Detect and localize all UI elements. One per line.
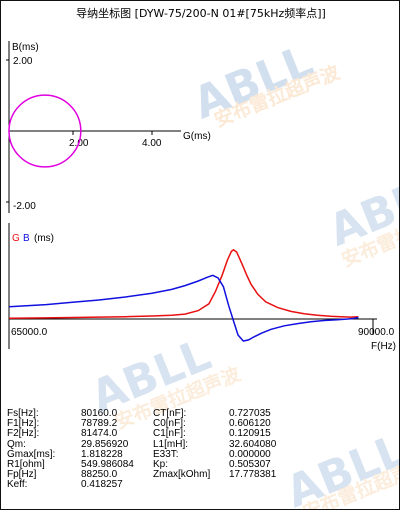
legend-unit-label: (ms)	[34, 233, 54, 244]
param-label: C0[nF]:	[153, 418, 186, 430]
param-label: F1[Hz]:	[7, 418, 40, 430]
parameter-row: Gmax[ms]: 1.818228 E33T: 0.000000	[7, 448, 397, 460]
param-label: CT[nF]:	[153, 408, 187, 419]
parameter-row: Keff: 0.418257	[7, 480, 397, 490]
g-axis-label: G(ms)	[183, 131, 211, 142]
parameter-row: Fp[Hz] 88250.0 Zmax[kOhm] 17.778381	[7, 469, 397, 481]
y-tick-label: 2.00	[13, 56, 33, 67]
parameter-row: Fs[Hz]: 80160.0 CT[nF]: 0.727035	[7, 408, 397, 419]
parameter-row: F2[Hz]: 81474.0 C1[nF]: 0.120915	[7, 429, 397, 439]
param-label: Qm:	[7, 438, 26, 450]
param-label: Kp:	[153, 458, 169, 470]
param-label: F2[Hz]:	[7, 428, 40, 440]
param-value: 0.727035	[229, 408, 271, 419]
param-label: Keff:	[7, 479, 28, 491]
param-value: 1.818228	[81, 448, 123, 460]
param-label: L1[mH]:	[153, 438, 189, 450]
param-value: 88250.0	[81, 469, 118, 481]
x-end-label: 90000.0	[358, 327, 395, 338]
legend-g-label: G	[12, 233, 20, 244]
param-value: 549.986084	[81, 458, 134, 470]
param-value: 0.418257	[81, 479, 123, 491]
parameter-row: Qm: 29.856920 L1[mH]: 32.604080	[7, 438, 397, 450]
admittance-circle	[8, 94, 82, 168]
param-value: 17.778381	[229, 469, 277, 481]
chart-title: 导纳坐标图 [DYW-75/200-N 01#[75kHz频率点]]	[76, 7, 326, 20]
parameter-row: R1[ohm] 549.986084 Kp: 0.505307	[7, 458, 397, 470]
legend-b-label: B	[23, 233, 30, 244]
curves-group	[8, 248, 359, 342]
susceptance-curve	[8, 274, 359, 342]
parameter-table: Fs[Hz]: 80160.0 CT[nF]: 0.727035 F1[Hz]: 7878…	[7, 408, 397, 491]
x-start-label: 65000.0	[11, 327, 48, 338]
x-tick-label: 4.00	[142, 138, 162, 149]
param-label: R1[ohm]	[7, 458, 45, 470]
y-tick-label: -2.00	[13, 201, 36, 212]
conductance-curve	[8, 248, 359, 319]
param-value: 29.856920	[81, 438, 129, 450]
param-value: 32.604080	[229, 438, 277, 450]
param-value: 80160.0	[81, 408, 118, 419]
param-label: C1[nF]:	[153, 428, 186, 440]
watermark-lower: ABLL 安布雷拉超声波	[279, 425, 399, 509]
param-value: 0.000000	[229, 448, 271, 460]
b-axis-label: B(ms)	[12, 42, 39, 53]
parameter-row: F1[Hz]: 78789.2 C0[nF]: 0.606120	[7, 418, 397, 430]
param-value: 0.120915	[229, 428, 271, 440]
param-label: E33T:	[153, 448, 179, 460]
param-label: Fs[Hz]:	[7, 408, 39, 419]
param-label: Zmax[kOhm]	[153, 469, 211, 481]
param-value: 0.606120	[229, 418, 271, 430]
admittance-polar-chart: B(ms) G(ms) 2.00 -2.00 2.00 4.00	[6, 41, 211, 213]
gb-frequency-chart: G B (ms) 65000.0 90000.0 F(Hz)	[8, 223, 396, 352]
param-label: Gmax[ms]:	[7, 448, 56, 460]
param-value: 0.505307	[229, 458, 271, 470]
x-axis-label: F(Hz)	[371, 341, 396, 352]
param-value: 78789.2	[81, 418, 118, 430]
param-label: Fp[Hz]	[7, 469, 37, 481]
param-value: 81474.0	[81, 428, 118, 440]
